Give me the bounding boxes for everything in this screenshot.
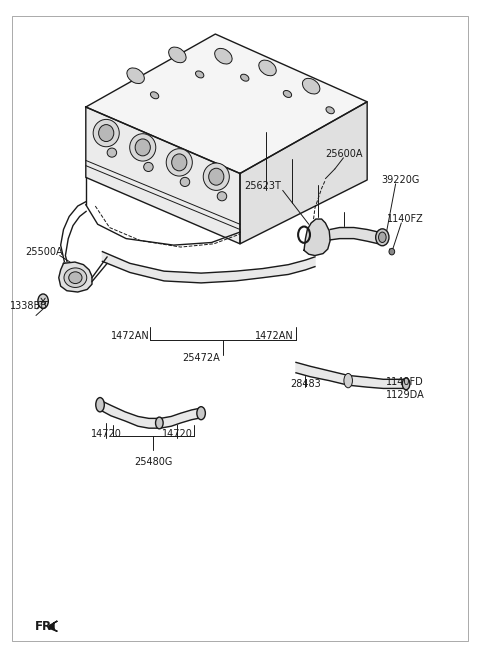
Polygon shape [304, 219, 330, 256]
Text: FR.: FR. [35, 620, 57, 633]
Polygon shape [59, 262, 92, 292]
Ellipse shape [166, 148, 192, 176]
Ellipse shape [156, 417, 163, 429]
Ellipse shape [203, 163, 229, 191]
Ellipse shape [107, 148, 117, 157]
Ellipse shape [150, 92, 159, 99]
Text: 39220G: 39220G [381, 175, 420, 185]
Ellipse shape [402, 378, 410, 390]
Ellipse shape [144, 162, 153, 171]
Text: 28483: 28483 [290, 379, 321, 389]
Text: 25472A: 25472A [182, 353, 220, 363]
Ellipse shape [64, 268, 87, 288]
Ellipse shape [135, 139, 150, 156]
Polygon shape [330, 227, 379, 244]
Polygon shape [296, 363, 405, 388]
Ellipse shape [302, 78, 320, 94]
Ellipse shape [96, 397, 104, 412]
Text: 14720: 14720 [162, 429, 193, 439]
Text: 1140FD: 1140FD [386, 377, 424, 387]
Ellipse shape [259, 60, 276, 76]
Text: 25480G: 25480G [134, 457, 173, 467]
Ellipse shape [98, 125, 114, 141]
Ellipse shape [376, 229, 389, 246]
Polygon shape [49, 621, 57, 631]
Ellipse shape [93, 120, 119, 147]
Ellipse shape [180, 177, 190, 187]
Ellipse shape [283, 91, 292, 97]
Ellipse shape [38, 294, 48, 308]
Ellipse shape [127, 68, 144, 83]
Text: 1472AN: 1472AN [110, 331, 149, 342]
Text: 1129DA: 1129DA [386, 390, 424, 400]
Ellipse shape [69, 272, 82, 284]
Ellipse shape [195, 71, 204, 78]
Text: 1472AN: 1472AN [255, 331, 294, 342]
Ellipse shape [379, 232, 386, 242]
Ellipse shape [168, 47, 186, 62]
Ellipse shape [240, 74, 249, 81]
Polygon shape [102, 252, 315, 283]
Ellipse shape [344, 373, 352, 388]
Text: 25500A: 25500A [26, 246, 63, 257]
Polygon shape [86, 34, 367, 173]
Ellipse shape [209, 168, 224, 185]
Polygon shape [86, 107, 240, 244]
Polygon shape [240, 102, 367, 244]
Ellipse shape [130, 134, 156, 161]
Text: 25623T: 25623T [244, 181, 281, 191]
Ellipse shape [389, 248, 395, 255]
Ellipse shape [326, 107, 334, 114]
Text: 25600A: 25600A [325, 149, 363, 159]
Text: 14720: 14720 [91, 429, 121, 439]
Ellipse shape [197, 407, 205, 420]
Ellipse shape [172, 154, 187, 171]
Ellipse shape [217, 192, 227, 201]
Polygon shape [100, 400, 201, 428]
Ellipse shape [215, 49, 232, 64]
Text: 1140FZ: 1140FZ [387, 214, 423, 224]
Text: 1338BB: 1338BB [10, 301, 48, 311]
